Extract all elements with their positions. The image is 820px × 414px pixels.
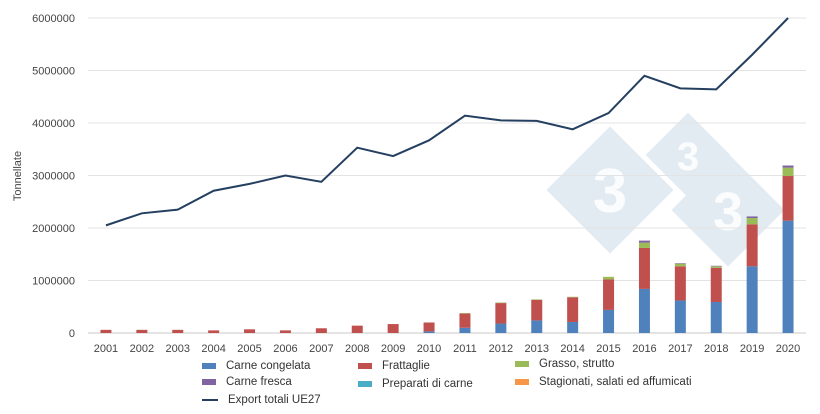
x-tick-label: 2010 — [417, 343, 441, 355]
legend-item-stagionati: Stagionati, salati ed affumicati — [515, 376, 692, 388]
bar-segment — [674, 266, 686, 301]
bar-segment — [423, 322, 435, 332]
watermark-digit: 3 — [677, 135, 699, 179]
watermark-digit: 3 — [713, 182, 743, 242]
y-tick-label: 4000000 — [32, 118, 75, 130]
x-tick-label: 2006 — [273, 343, 297, 355]
bar-segment — [459, 313, 471, 328]
bar-segment — [710, 302, 722, 333]
bar-segment — [674, 300, 686, 333]
bar-segment — [459, 327, 471, 333]
x-tick-label: 2011 — [453, 343, 477, 355]
y-tick-label: 1000000 — [32, 276, 75, 288]
bar-segment — [603, 309, 615, 333]
x-tick-label: 2007 — [309, 343, 333, 355]
x-tick-label: 2016 — [632, 343, 656, 355]
bar-segment — [710, 267, 722, 303]
x-tick-label: 2020 — [776, 343, 800, 355]
x-tick-label: 2003 — [166, 343, 190, 355]
x-tick-label: 2017 — [668, 343, 692, 355]
legend-swatch — [358, 381, 372, 387]
x-tick-label: 2015 — [596, 343, 620, 355]
x-tick-label: 2012 — [489, 343, 513, 355]
legend-swatch — [358, 363, 372, 369]
bar-segment — [746, 266, 758, 333]
bar-segment — [638, 240, 650, 243]
bar-segment — [746, 216, 758, 219]
legend-swatch — [202, 363, 216, 369]
legend-item-export-totali: Export totali UE27 — [202, 394, 321, 406]
y-tick-label: 3000000 — [32, 171, 75, 183]
y-tick-label: 6000000 — [32, 13, 75, 25]
bar-segment — [782, 165, 794, 168]
y-tick-label: 5000000 — [32, 66, 75, 78]
bar-segment — [423, 331, 435, 333]
bar-segment — [746, 218, 758, 225]
bar-segment — [495, 303, 507, 324]
x-tick-label: 2013 — [525, 343, 549, 355]
bar-segment — [351, 325, 363, 333]
x-tick-label: 2014 — [560, 343, 584, 355]
bar-segment — [495, 302, 507, 304]
bar-segment — [638, 288, 650, 333]
bar-segment — [782, 220, 794, 333]
bar-segment — [208, 330, 220, 333]
bar-segment — [710, 265, 722, 267]
bar-segment — [638, 242, 650, 248]
legend-swatch — [202, 379, 216, 385]
bar-segment — [674, 263, 686, 267]
watermark-digit: 3 — [593, 157, 627, 226]
legend-swatch — [515, 361, 529, 367]
x-tick-label: 2008 — [345, 343, 369, 355]
x-tick-label: 2019 — [740, 343, 764, 355]
legend-item-carne-fresca: Carne fresca — [202, 376, 292, 388]
x-tick-label: 2002 — [130, 343, 154, 355]
bar-segment — [315, 328, 327, 333]
legend-line — [202, 399, 218, 401]
bar-segment — [710, 266, 722, 268]
bar-segment — [495, 323, 507, 333]
bar-segment — [244, 329, 256, 333]
bar-segment — [638, 247, 650, 289]
bar-segment — [746, 224, 758, 267]
y-tick-label: 0 — [69, 328, 75, 340]
legend-swatch — [515, 379, 529, 385]
bar-segment — [172, 329, 184, 333]
y-axis-label: Tonnellate — [12, 151, 24, 201]
legend-item-preparati: Preparati di carne — [358, 378, 473, 390]
bar-segment — [531, 299, 543, 321]
line-export-totali — [105, 17, 789, 227]
bar-segment — [567, 296, 579, 298]
legend-item-grasso: Grasso, strutto — [515, 358, 614, 370]
bar-segment — [100, 329, 112, 333]
bar-segment — [136, 329, 148, 333]
bar-segment — [279, 330, 291, 333]
x-tick-label: 2001 — [94, 343, 118, 355]
x-tick-label: 2004 — [201, 343, 225, 355]
bar-segment — [782, 176, 794, 221]
bar-segment — [603, 279, 615, 310]
legend-item-carne-congelata: Carne congelata — [202, 360, 310, 372]
bar-segment — [459, 313, 471, 314]
y-tick-label: 2000000 — [32, 223, 75, 235]
bar-segment — [531, 299, 543, 300]
legend-item-frattaglie: Frattaglie — [358, 360, 430, 372]
bar-segment — [782, 167, 794, 177]
x-tick-label: 2018 — [704, 343, 728, 355]
x-tick-label: 2005 — [237, 343, 261, 355]
x-tick-label: 2009 — [381, 343, 405, 355]
bar-segment — [387, 324, 399, 333]
bar-segment — [567, 297, 579, 322]
bar-segment — [603, 276, 615, 280]
bar-segment — [531, 320, 543, 333]
bar-segment — [674, 263, 686, 264]
bar-segment — [567, 321, 579, 333]
